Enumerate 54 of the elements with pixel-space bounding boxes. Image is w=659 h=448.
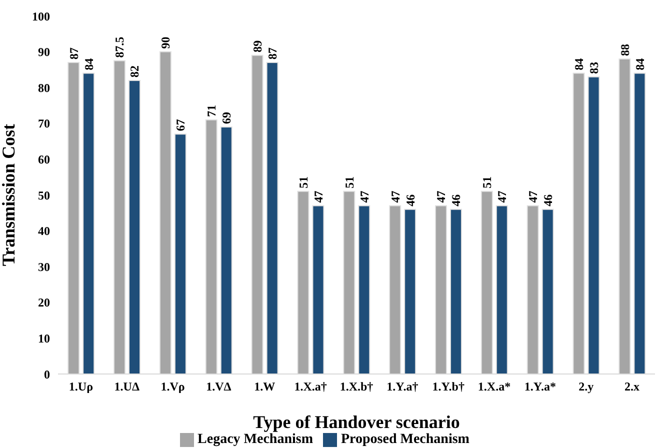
y-tick-label: 30	[38, 260, 50, 274]
data-label: 47	[311, 190, 326, 203]
x-tick-label: 1.Vρ	[160, 380, 185, 394]
y-axis-title: Transmission Cost	[0, 124, 18, 266]
data-label: 87	[265, 48, 280, 60]
data-label: 47	[495, 190, 510, 203]
x-tick-label: 1.Y.b†	[432, 380, 464, 394]
x-axis-title: Type of Handover scenario	[253, 412, 460, 432]
data-label: 84	[82, 58, 96, 70]
data-label: 51	[480, 176, 494, 188]
y-tick-label: 100	[32, 9, 50, 24]
data-label: 88	[618, 44, 632, 56]
x-tick-label: 1.Uρ	[68, 380, 94, 394]
data-label: 51	[296, 176, 310, 188]
y-tick-label: 80	[38, 80, 50, 95]
y-tick-label: 10	[38, 331, 50, 346]
data-label: 82	[128, 65, 142, 78]
y-tick-label: 90	[38, 45, 50, 60]
data-label: 51	[342, 176, 356, 188]
x-tick-label: 2.y	[578, 380, 594, 394]
data-label: 87	[66, 48, 81, 60]
y-tick-label: 40	[38, 224, 50, 238]
data-label: 47	[526, 190, 540, 203]
data-label: 83	[586, 62, 601, 74]
x-tick-label: 1.X.a*	[478, 380, 511, 394]
x-tick-label: 1.Y.a*	[524, 380, 556, 394]
x-tick-label: 1.W	[254, 380, 276, 394]
y-tick-label: 70	[38, 116, 50, 131]
data-label: 47	[434, 190, 448, 203]
data-label: 71	[204, 104, 219, 117]
data-label: 67	[174, 119, 188, 132]
legend-label: Legacy Mechanism	[198, 432, 313, 447]
data-label: 84	[572, 58, 586, 70]
data-label: 46	[403, 194, 418, 206]
data-label: 90	[158, 36, 173, 49]
data-label: 46	[449, 194, 464, 206]
data-label: 47	[357, 190, 372, 203]
x-tick-label: 1.Y.a†	[386, 380, 418, 394]
y-tick-label: 50	[38, 188, 50, 202]
x-tick-label: 1.VΔ	[206, 380, 232, 394]
data-label: 46	[541, 194, 556, 206]
x-tick-label: 2.x	[624, 380, 640, 394]
data-label: 89	[250, 40, 264, 52]
data-label: 47	[388, 190, 402, 203]
y-tick-label: 60	[38, 152, 50, 166]
legend-label: Proposed Mechanism	[341, 432, 470, 447]
y-tick-label: 0	[44, 367, 50, 382]
data-label: 84	[632, 58, 647, 70]
x-tick-label: 1.X.b†	[340, 380, 374, 394]
data-label: 87.5	[112, 36, 127, 58]
x-tick-label: 1.X.a†	[294, 380, 327, 394]
data-label: 69	[220, 112, 234, 124]
x-tick-label: 1.UΔ	[114, 380, 140, 394]
y-tick-label: 20	[38, 296, 50, 310]
